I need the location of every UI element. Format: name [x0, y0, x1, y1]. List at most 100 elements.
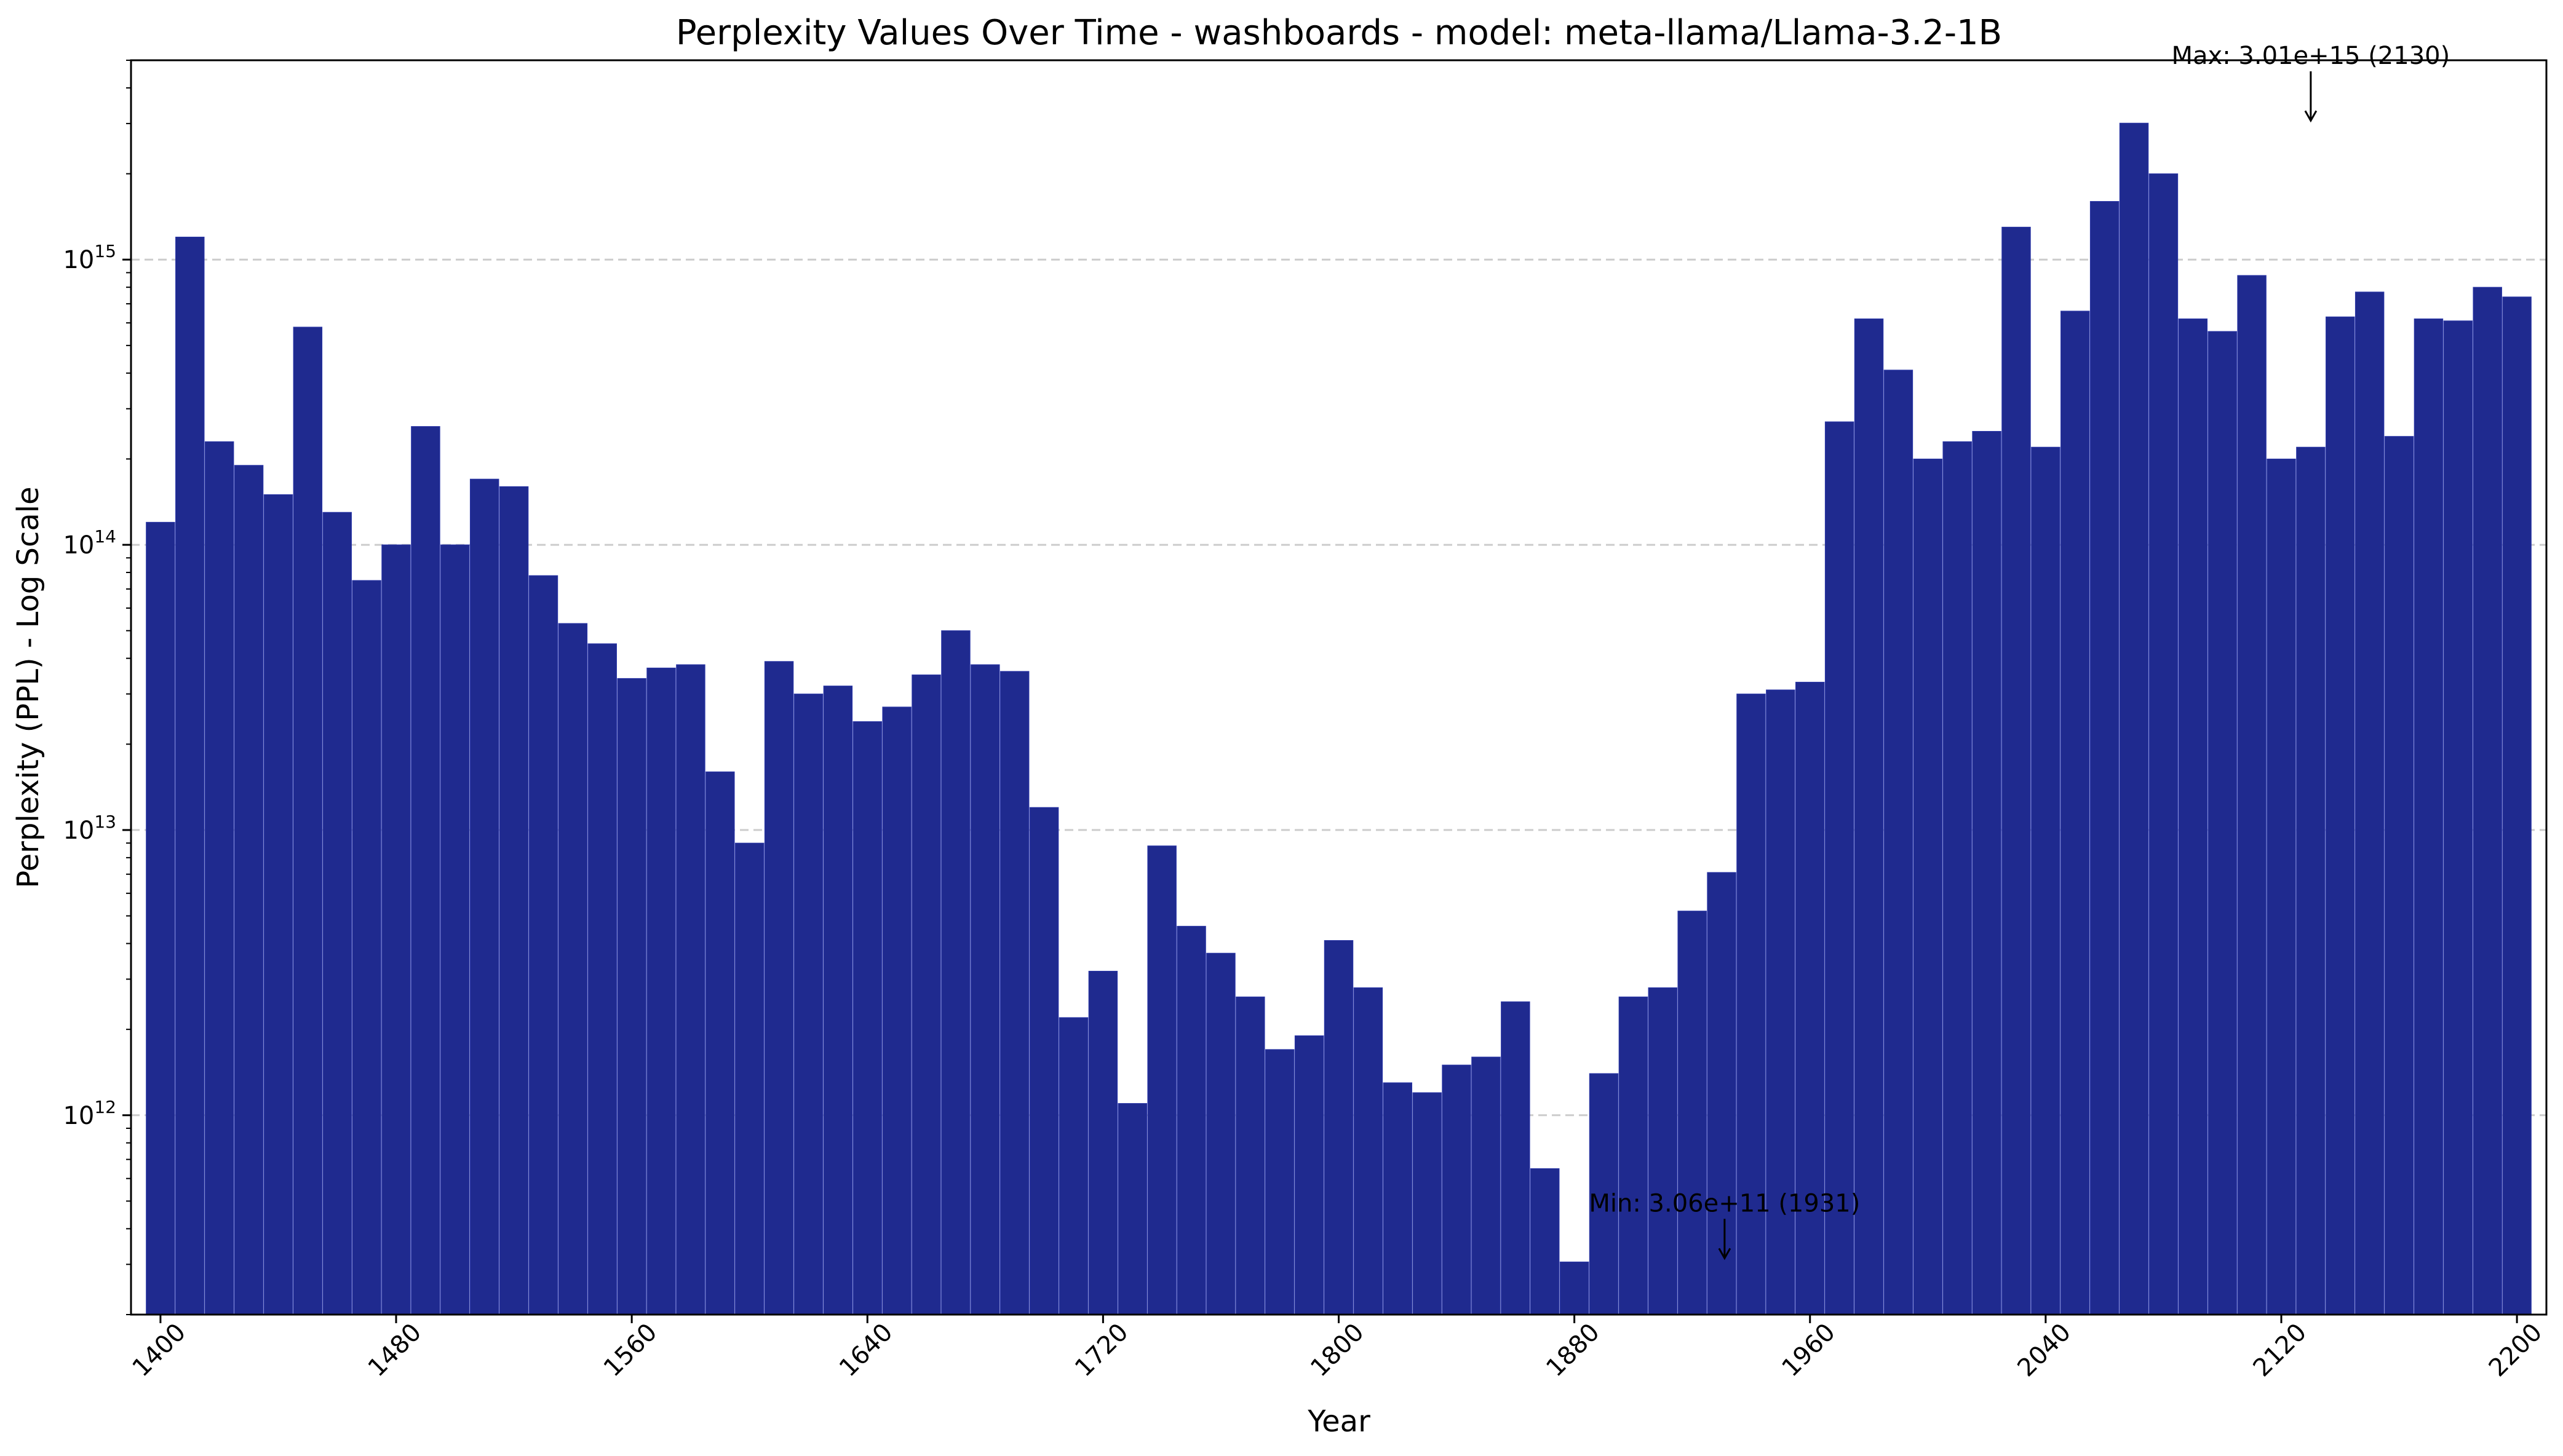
bar — [587, 643, 617, 1315]
bar — [1206, 952, 1236, 1315]
bar — [646, 667, 676, 1315]
x-tick-label: 1800 — [1305, 1318, 1370, 1383]
bar — [1412, 1092, 1442, 1315]
bar — [469, 478, 499, 1315]
x-axis: 1400 1480 1560 1640 1720 1800 1880 1960 2040 2120… — [127, 1315, 2548, 1382]
bar — [1942, 441, 1972, 1315]
x-tick-label: 1640 — [834, 1318, 899, 1383]
bar — [146, 521, 175, 1315]
x-tick-label: 1400 — [127, 1318, 192, 1383]
bar — [912, 675, 941, 1315]
bar — [823, 686, 853, 1315]
x-tick-label: 2040 — [2012, 1318, 2076, 1383]
bar — [1236, 996, 1265, 1315]
x-tick-label: 2120 — [2248, 1318, 2313, 1383]
x-tick-label: 1560 — [598, 1318, 663, 1383]
min-annotation-label: Min: 3.06e+11 (1931) — [1589, 1189, 1860, 1217]
bar — [1353, 987, 1383, 1315]
bar — [764, 661, 794, 1315]
bar — [971, 664, 1000, 1315]
bar — [499, 486, 529, 1315]
bar — [2119, 122, 2149, 1315]
bar — [1383, 1082, 1413, 1315]
bar — [1766, 689, 1795, 1315]
bar — [204, 441, 234, 1315]
bar — [1795, 681, 1825, 1315]
max-annotation-label: Max: 3.01e+15 (2130) — [2172, 42, 2450, 70]
bar — [175, 236, 205, 1315]
bar — [1265, 1049, 1295, 1315]
bar — [1736, 694, 1766, 1315]
bar — [852, 721, 882, 1315]
bar — [1559, 1261, 1589, 1315]
bar — [1059, 1017, 1089, 1315]
x-tick-label: 2200 — [2484, 1318, 2548, 1383]
bar — [941, 630, 971, 1315]
x-tick-label: 1960 — [1776, 1318, 1841, 1383]
bar — [2267, 458, 2296, 1315]
bar — [411, 426, 440, 1315]
chart-title: Perplexity Values Over Time - washboards… — [676, 13, 2002, 53]
bar — [1324, 940, 1354, 1315]
bar — [1088, 970, 1118, 1315]
bars — [146, 122, 2532, 1315]
bar — [1177, 925, 1206, 1315]
bar — [734, 842, 765, 1315]
bar — [1648, 987, 1678, 1315]
bar — [1501, 1001, 1530, 1315]
bar — [2384, 436, 2414, 1315]
y-tick-label: 1015 — [63, 241, 116, 274]
y-tick-label: 1012 — [63, 1097, 116, 1130]
y-axis: 1012 1013 1014 1015 — [63, 60, 131, 1315]
bar — [322, 512, 352, 1315]
y-tick-label: 1013 — [63, 812, 116, 845]
bar — [528, 575, 558, 1315]
bar — [1707, 872, 1736, 1315]
bar — [617, 678, 646, 1315]
bar — [381, 544, 411, 1315]
x-axis-label: Year — [1307, 1404, 1370, 1439]
bar — [352, 580, 381, 1315]
x-tick-label: 1480 — [363, 1318, 427, 1383]
bar — [2178, 318, 2208, 1315]
bar — [1118, 1103, 1147, 1315]
y-tick-label: 1014 — [63, 526, 116, 560]
bar — [2031, 446, 2060, 1315]
bar — [999, 671, 1030, 1315]
bar — [2148, 173, 2179, 1315]
annotations: Max: 3.01e+15 (2130) Min: 3.06e+11 (1931) — [1589, 42, 2450, 1260]
bar — [2001, 226, 2031, 1315]
bar — [2237, 275, 2267, 1315]
bar — [2443, 320, 2473, 1315]
bar — [705, 771, 735, 1315]
bar — [2089, 201, 2120, 1315]
bar — [293, 326, 323, 1315]
y-axis-label: Perplexity (PPL) - Log Scale — [11, 486, 46, 888]
bar — [1147, 845, 1177, 1315]
bar — [2207, 331, 2237, 1315]
bar — [1913, 458, 1943, 1315]
bar — [1677, 911, 1707, 1315]
bar — [1442, 1064, 1471, 1315]
x-tick-label: 1880 — [1541, 1318, 1605, 1383]
bar — [2296, 446, 2326, 1315]
bar — [1294, 1035, 1324, 1315]
bar — [1854, 318, 1884, 1315]
min-arrow-head — [1718, 1248, 1731, 1260]
bar — [1471, 1056, 1501, 1315]
bar — [2354, 291, 2385, 1315]
bar — [558, 623, 588, 1315]
bar — [2473, 287, 2502, 1315]
bar — [1824, 421, 1854, 1315]
bar — [440, 544, 470, 1315]
max-arrow-head — [2304, 110, 2318, 123]
bar — [676, 664, 705, 1315]
bar — [1972, 430, 2001, 1315]
bar — [1029, 807, 1059, 1315]
x-tick-label: 1720 — [1070, 1318, 1134, 1383]
bar — [1618, 996, 1648, 1315]
bar — [793, 694, 824, 1315]
bar — [2502, 296, 2532, 1315]
bar — [882, 706, 912, 1315]
